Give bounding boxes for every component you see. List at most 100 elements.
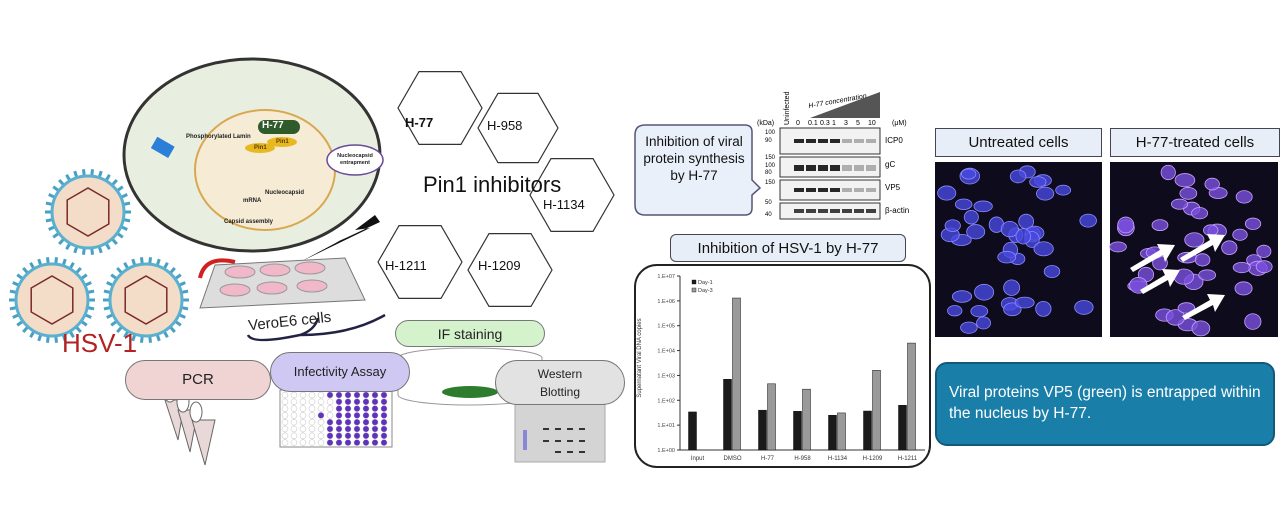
nucleus-cell	[1221, 240, 1238, 256]
blot-band	[854, 165, 864, 171]
blot-band	[806, 209, 816, 213]
drug-badge-label: H-77	[262, 120, 284, 131]
blot-band	[866, 188, 876, 192]
assay-well	[371, 432, 379, 439]
compound-hexagon	[529, 158, 615, 232]
mw-marker: 80	[765, 170, 772, 176]
well	[256, 281, 288, 295]
nucleus-cell	[1194, 253, 1211, 267]
assay-well	[308, 425, 316, 433]
assay-well	[362, 398, 370, 405]
nucleus-cell	[1203, 224, 1219, 237]
assay-well	[299, 439, 307, 446]
nucleus-cell	[1177, 302, 1196, 314]
assay-well	[317, 439, 325, 446]
nucleus-cell	[1003, 279, 1021, 296]
nucleus-cell	[1198, 269, 1217, 281]
nucleus-cell	[973, 200, 993, 213]
y-axis-label: Supernatant Viral DNA copies	[637, 318, 643, 398]
assay-well	[380, 439, 388, 446]
y-tick-label: 1.E+06	[657, 299, 675, 305]
nucleus-cell	[1179, 187, 1198, 200]
nucleus-cell	[1009, 169, 1027, 184]
assay-well	[326, 432, 334, 439]
blot-band	[866, 139, 876, 143]
well	[259, 263, 291, 277]
nucleus-cell	[970, 305, 989, 318]
x-tick-label: DMSO	[724, 456, 742, 462]
compound-h1211: H-1211	[385, 258, 427, 273]
nucleus-cell	[1204, 177, 1220, 191]
assay-well	[353, 425, 361, 433]
lane-label: 0.1	[808, 120, 818, 127]
x-tick-label: H-77	[761, 456, 775, 462]
assay-well	[362, 419, 370, 426]
assay-well	[317, 391, 325, 399]
nucleus-cell	[1043, 265, 1061, 279]
nucleus-cell	[1232, 228, 1248, 241]
lane-label: 0	[796, 120, 800, 127]
legend-label: Day-1	[698, 280, 713, 286]
assay-well	[371, 391, 379, 399]
label-capsid-assembly: Capsid assembly	[224, 219, 274, 225]
compound-h958: H-958	[487, 118, 523, 133]
blot-band	[842, 139, 852, 143]
y-tick-label: 1.E+03	[657, 373, 675, 379]
y-tick-label: 1.E+05	[657, 324, 675, 330]
compound-h1209: H-1209	[478, 258, 521, 273]
assay-well	[380, 405, 388, 412]
y-tick-label: 1.E+07	[657, 274, 675, 280]
assay-well	[353, 398, 361, 405]
assay-well	[281, 391, 289, 399]
assay-well	[281, 425, 289, 433]
drug-badge	[258, 120, 300, 134]
nucleus-cell	[960, 321, 978, 334]
nucleus-cell	[1235, 190, 1253, 204]
lane-label: Uninfected	[784, 91, 791, 125]
blot-band	[866, 165, 876, 171]
assay-well	[290, 412, 298, 419]
label-pin1-right: Pin1	[276, 139, 289, 145]
band-gc: gC	[885, 160, 896, 169]
assay-well	[317, 432, 325, 439]
entrapment-oval	[326, 144, 384, 176]
bar-day-3	[802, 388, 811, 451]
mw-marker: 100	[765, 163, 776, 169]
arrow-icons	[1130, 234, 1225, 320]
assay-well	[335, 419, 343, 426]
assay-well	[380, 419, 388, 426]
assay-well	[317, 412, 325, 419]
assay-well	[317, 405, 325, 412]
assay-well	[317, 419, 325, 426]
nucleus-cell	[966, 224, 986, 240]
nucleus-cell	[1191, 320, 1211, 337]
assay-well	[353, 419, 361, 426]
blot-band	[794, 165, 804, 171]
conclusion-text: Viral proteins VP5 (green) is entrapped …	[949, 384, 1261, 422]
nucleus-cell	[974, 283, 995, 301]
bar-day-3	[872, 370, 881, 451]
pin1-right	[267, 137, 297, 147]
assay-well	[281, 432, 289, 439]
nucleus-cell	[1170, 198, 1189, 210]
well	[294, 261, 326, 275]
untreated-title: Untreated cells	[935, 128, 1102, 157]
assay-well	[299, 425, 307, 433]
assay-well	[308, 439, 316, 446]
assay-well	[317, 398, 325, 405]
well	[224, 265, 256, 279]
assay-well	[308, 419, 316, 426]
assay-well	[299, 432, 307, 439]
assay-well	[353, 412, 361, 419]
assay-well	[290, 432, 298, 439]
assay-well	[290, 405, 298, 412]
assay-well	[308, 398, 316, 405]
nucleus-cell	[951, 290, 973, 303]
blot-band	[854, 209, 864, 213]
bar-day-1	[898, 405, 907, 451]
nucleus-cell	[1000, 220, 1019, 238]
virion	[50, 174, 126, 250]
nucleus-cell	[963, 210, 979, 225]
blot-band	[830, 209, 840, 213]
